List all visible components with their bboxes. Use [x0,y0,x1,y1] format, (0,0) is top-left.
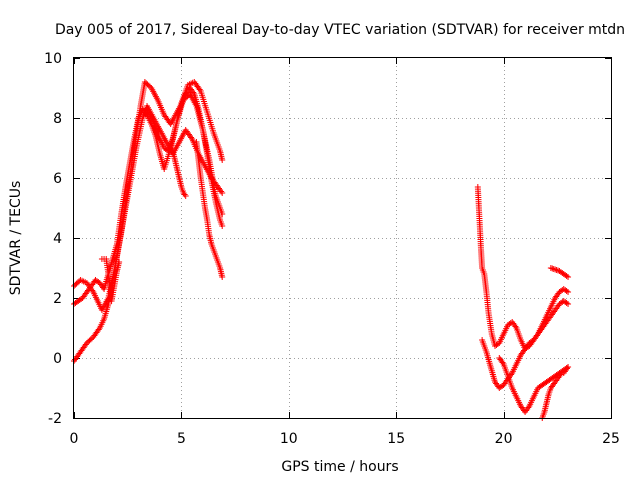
axis-ticks: 0 5 10 15 20 25 -2 0 2 4 6 8 10 [44,51,620,447]
x-tick-label: 15 [387,431,405,447]
data-point [116,259,123,265]
data-point [565,274,572,280]
data-series [144,85,226,229]
data-point [219,190,226,196]
x-tick-label: 20 [495,431,513,447]
data-point [563,300,570,306]
data-series [474,184,572,352]
y-tick-label: 6 [53,171,62,187]
grid-lines [74,58,611,418]
data-point [563,288,570,294]
y-tick-label: 0 [53,351,62,367]
y-tick-label: 4 [53,231,62,247]
data-point [219,274,226,280]
x-tick-label: 5 [177,431,186,447]
y-tick-label: 2 [53,291,62,307]
chart-title: Day 005 of 2017, Sidereal Day-to-day VTE… [55,22,625,38]
data-series [496,355,572,415]
plot-frame [73,57,612,419]
data-point [563,273,570,279]
data-point [565,289,572,295]
data-series [193,139,226,280]
data-point [565,364,572,370]
y-tick-label: 8 [53,111,62,127]
x-tick-label: 0 [70,431,79,447]
data-point [565,301,572,307]
y-tick-label: 10 [44,51,62,67]
y-axis-label: SDTVAR / TECUs [8,181,24,296]
data-point [182,193,189,199]
data-series [98,256,123,304]
y-tick-label: -2 [48,411,62,427]
x-axis-label: GPS time / hours [281,459,398,475]
data-point [219,223,226,229]
data-series [169,148,189,199]
data-point [219,157,226,163]
data-series [479,286,572,391]
data-series [547,265,572,280]
x-tick-label: 10 [280,431,298,447]
data-series [539,364,572,421]
data-points [71,79,572,421]
x-tick-label: 25 [602,431,620,447]
